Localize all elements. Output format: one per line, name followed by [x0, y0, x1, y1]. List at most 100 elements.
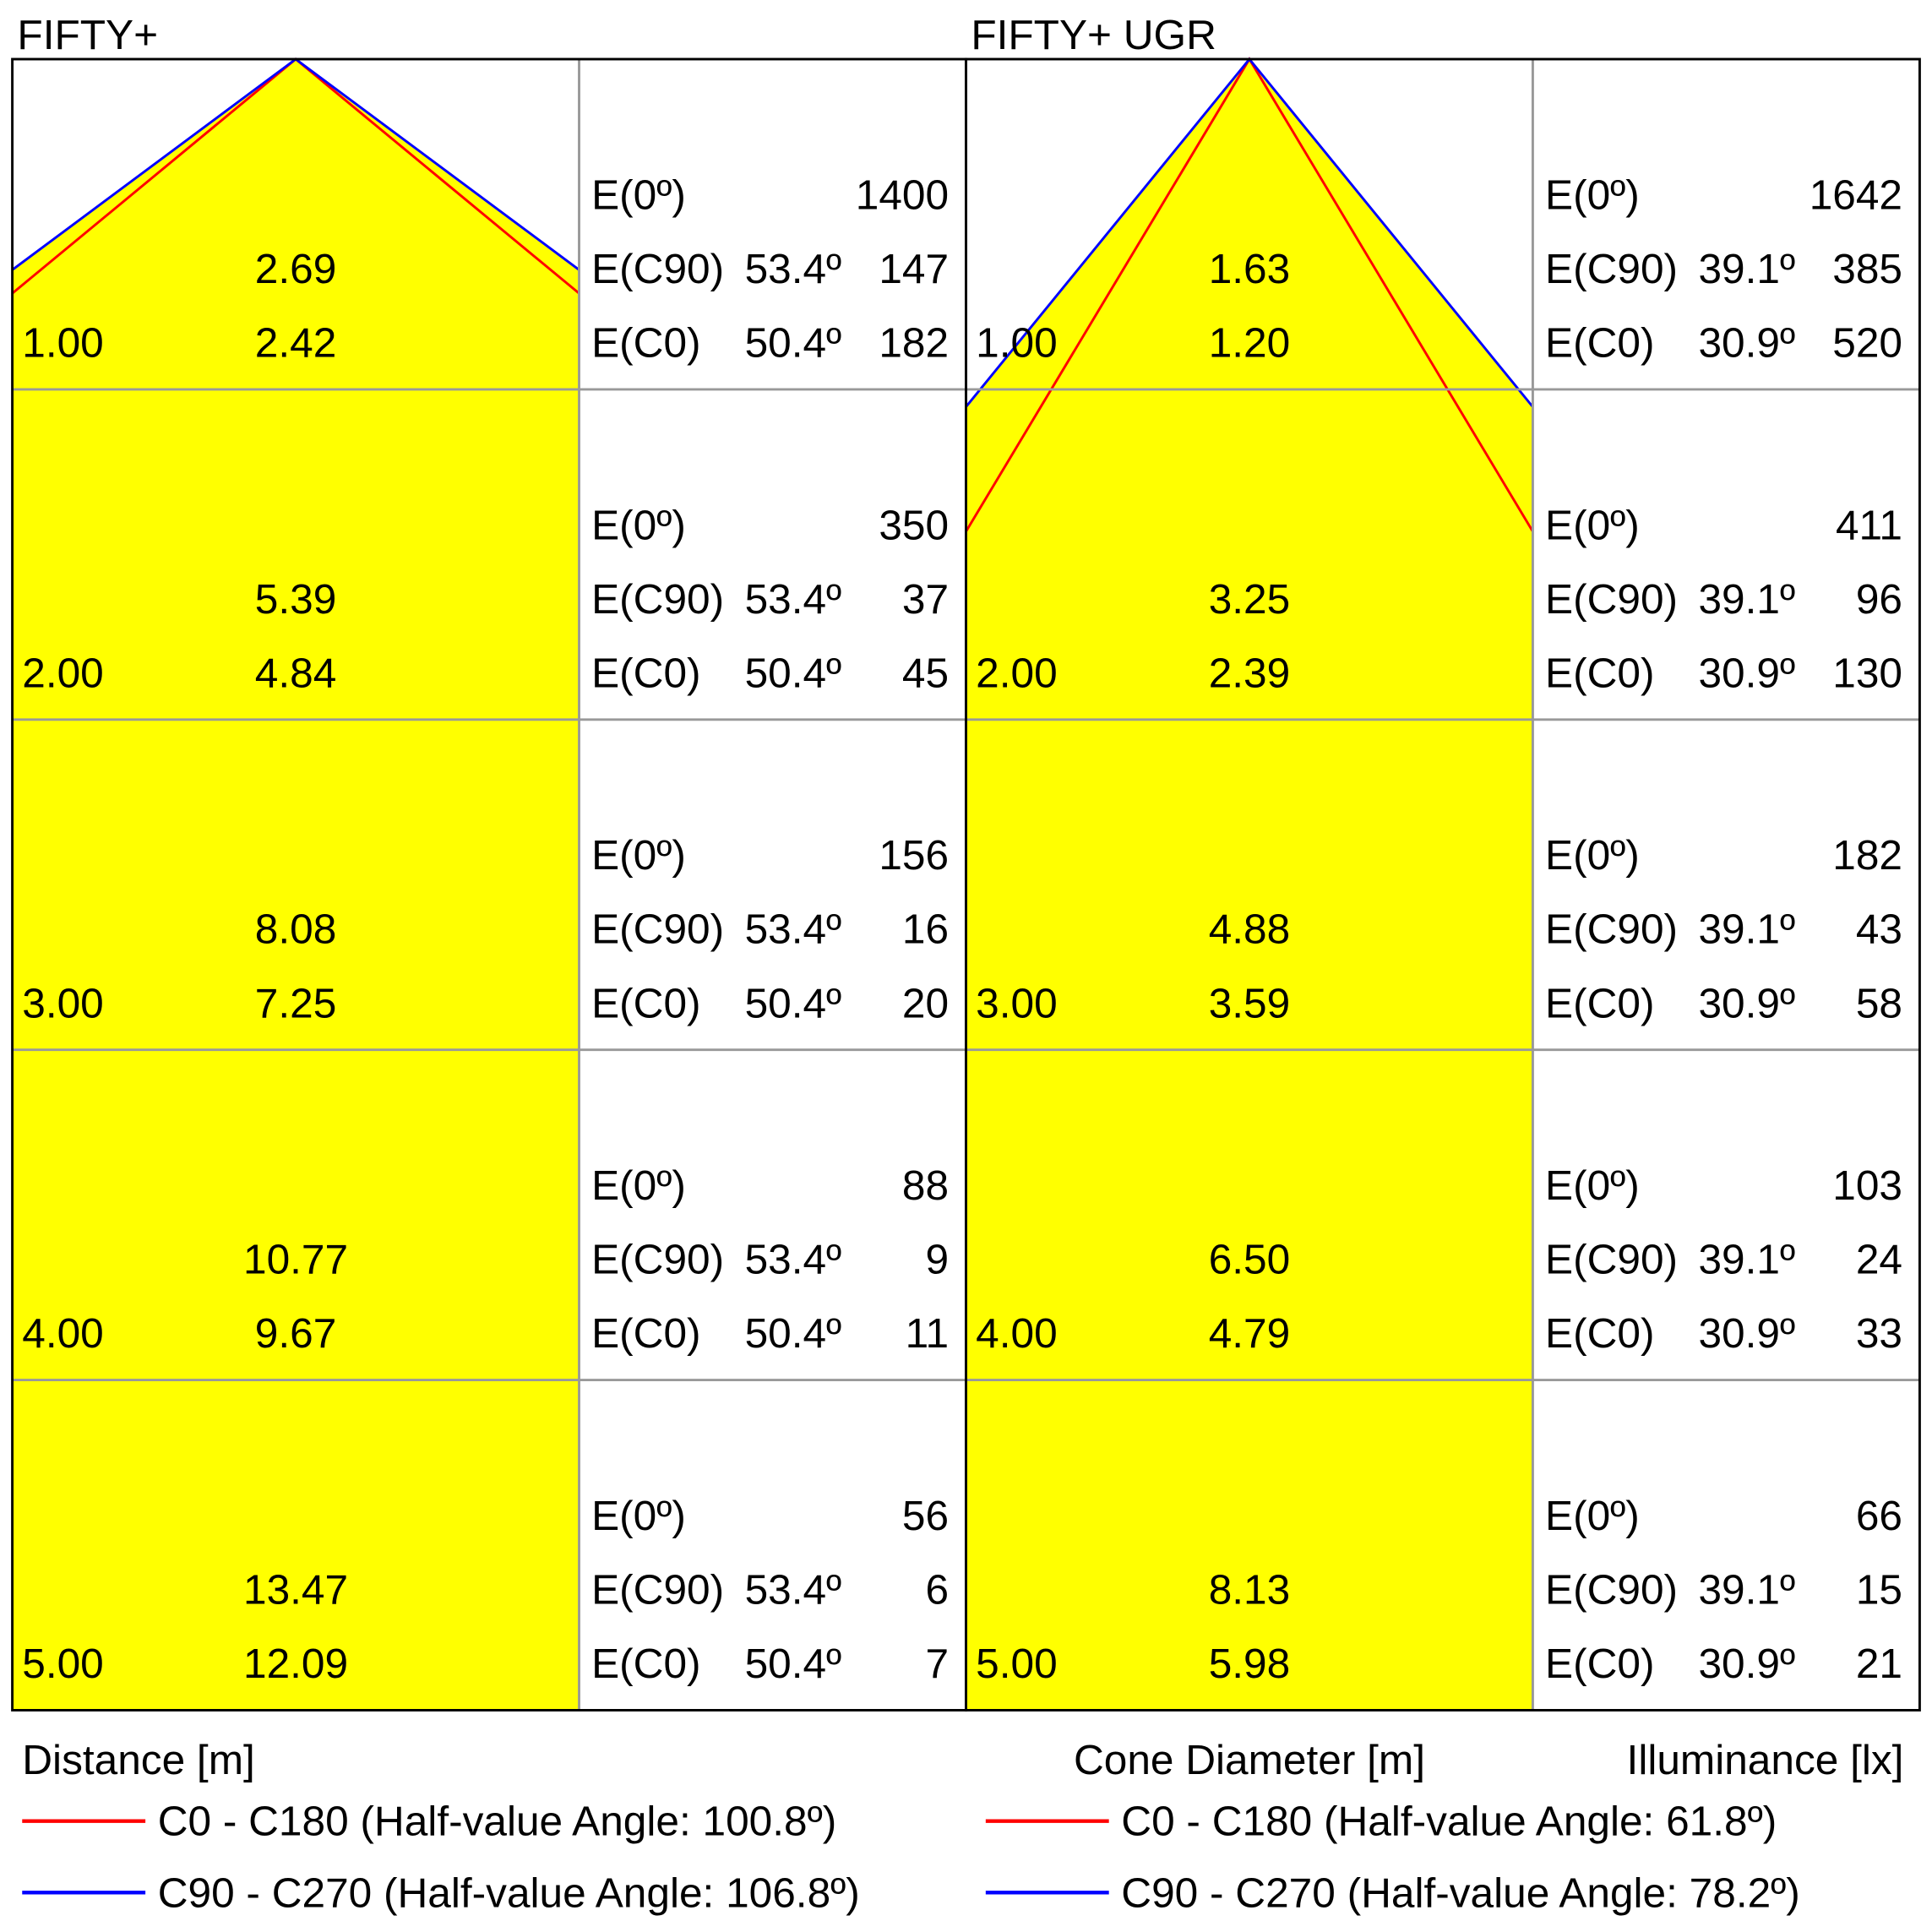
ec90-value: 16 — [902, 906, 949, 953]
distance: 2.00 — [976, 649, 1058, 696]
ec0-label: E(C0) — [1545, 1640, 1654, 1687]
e0-label: E(0º) — [591, 501, 686, 548]
e0-value: 103 — [1832, 1162, 1902, 1209]
ec0-value: 520 — [1832, 318, 1902, 366]
e0-value: 1642 — [1810, 171, 1902, 218]
c90-diameter: 8.08 — [255, 906, 337, 953]
ec0-label: E(C0) — [591, 649, 700, 696]
ec0-value: 58 — [1856, 979, 1902, 1026]
ec0-angle: 50.4º — [745, 1640, 842, 1687]
ec90-label: E(C90) — [591, 575, 724, 623]
ec0-value: 20 — [902, 979, 949, 1026]
legend-text: C0 - C180 (Half-value Angle: 61.8º) — [1121, 1798, 1777, 1845]
e0-value: 1400 — [856, 171, 949, 218]
ec90-value: 96 — [1856, 575, 1902, 623]
ec90-value: 9 — [926, 1236, 950, 1283]
ec0-value: 130 — [1832, 649, 1902, 696]
ec90-value: 6 — [926, 1566, 950, 1614]
c90-diameter: 3.25 — [1209, 575, 1291, 623]
ec90-value: 15 — [1856, 1566, 1902, 1614]
ec0-label: E(C0) — [1545, 649, 1654, 696]
ec90-angle: 39.1º — [1698, 1566, 1795, 1614]
ec0-label: E(C0) — [1545, 318, 1654, 366]
c0-diameter: 7.25 — [255, 979, 337, 1026]
e0-label: E(0º) — [1545, 1162, 1640, 1209]
ec90-angle: 53.4º — [745, 1566, 842, 1614]
c0-diameter: 4.79 — [1209, 1309, 1291, 1357]
distance: 5.00 — [976, 1640, 1058, 1687]
ec90-value: 43 — [1856, 906, 1902, 953]
distance: 3.00 — [22, 979, 104, 1026]
ec90-label: E(C90) — [591, 1236, 724, 1283]
e0-label: E(0º) — [1545, 831, 1640, 879]
ec90-angle: 39.1º — [1698, 1236, 1795, 1283]
e0-value: 411 — [1836, 501, 1902, 548]
ec0-angle: 50.4º — [745, 318, 842, 366]
c90-diameter: 4.88 — [1209, 906, 1291, 953]
e0-label: E(0º) — [591, 831, 686, 879]
distance: 1.00 — [976, 318, 1058, 366]
e0-value: 182 — [1832, 831, 1902, 879]
ec90-angle: 39.1º — [1698, 575, 1795, 623]
legend-text: C0 - C180 (Half-value Angle: 100.8º) — [158, 1798, 837, 1845]
ec90-label: E(C90) — [591, 1566, 724, 1614]
c90-diameter: 2.69 — [255, 245, 337, 292]
distance: 3.00 — [976, 979, 1058, 1026]
ec0-label: E(C0) — [1545, 1309, 1654, 1357]
ec0-value: 11 — [906, 1309, 949, 1357]
panel-title: FIFTY+ — [17, 11, 158, 58]
c90-diameter: 8.13 — [1209, 1566, 1291, 1614]
c90-diameter: 5.39 — [255, 575, 337, 623]
c0-diameter: 4.84 — [255, 649, 337, 696]
distance: 5.00 — [22, 1640, 104, 1687]
distance-label: Distance [m] — [22, 1736, 255, 1783]
c0-diameter: 3.59 — [1209, 979, 1291, 1026]
ec0-angle: 30.9º — [1698, 649, 1795, 696]
e0-label: E(0º) — [1545, 171, 1640, 218]
ec90-value: 147 — [879, 245, 949, 292]
ec0-label: E(C0) — [1545, 979, 1654, 1026]
ec0-value: 21 — [1856, 1640, 1902, 1687]
cone-label: Cone Diameter [m] — [1074, 1736, 1425, 1783]
ec90-angle: 53.4º — [745, 575, 842, 623]
c90-diameter: 6.50 — [1209, 1236, 1291, 1283]
ec90-label: E(C90) — [1545, 1236, 1678, 1283]
distance: 1.00 — [22, 318, 104, 366]
ec0-label: E(C0) — [591, 1640, 700, 1687]
ec0-angle: 30.9º — [1698, 1640, 1795, 1687]
ec90-angle: 53.4º — [745, 245, 842, 292]
ec90-label: E(C90) — [1545, 245, 1678, 292]
ec90-label: E(C90) — [1545, 1566, 1678, 1614]
distance: 4.00 — [22, 1309, 104, 1357]
e0-label: E(0º) — [591, 171, 686, 218]
c0-diameter: 9.67 — [255, 1309, 337, 1357]
ec90-value: 385 — [1832, 245, 1902, 292]
ec90-angle: 53.4º — [745, 1236, 842, 1283]
ec0-label: E(C0) — [591, 979, 700, 1026]
legend-text: C90 - C270 (Half-value Angle: 106.8º) — [158, 1869, 860, 1916]
ec0-angle: 50.4º — [745, 649, 842, 696]
e0-value: 350 — [879, 501, 949, 548]
ec90-angle: 53.4º — [745, 906, 842, 953]
e0-label: E(0º) — [591, 1162, 686, 1209]
c0-diameter: 1.20 — [1209, 318, 1291, 366]
ec90-label: E(C90) — [591, 245, 724, 292]
ec0-value: 45 — [902, 649, 949, 696]
ec0-angle: 30.9º — [1698, 1309, 1795, 1357]
ec0-value: 33 — [1856, 1309, 1902, 1357]
e0-label: E(0º) — [1545, 501, 1640, 548]
ec0-angle: 50.4º — [745, 1309, 842, 1357]
ec90-value: 24 — [1856, 1236, 1902, 1283]
ec0-value: 7 — [926, 1640, 950, 1687]
c0-diameter: 12.09 — [243, 1640, 348, 1687]
e0-label: E(0º) — [591, 1492, 686, 1539]
c0-diameter: 2.42 — [255, 318, 337, 366]
c0-diameter: 5.98 — [1209, 1640, 1291, 1687]
ec0-angle: 50.4º — [745, 979, 842, 1026]
ec0-label: E(C0) — [591, 1309, 700, 1357]
legend-text: C90 - C270 (Half-value Angle: 78.2º) — [1121, 1869, 1800, 1916]
c90-diameter: 1.63 — [1209, 245, 1291, 292]
ec90-angle: 39.1º — [1698, 906, 1795, 953]
panel-title: FIFTY+ UGR — [971, 11, 1216, 58]
